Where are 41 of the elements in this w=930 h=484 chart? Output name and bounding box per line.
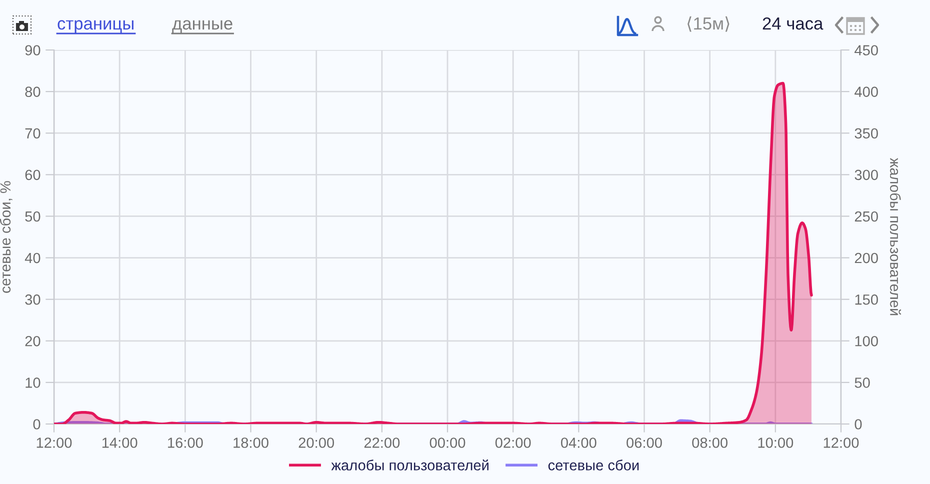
x-tick-label: 08:00 bbox=[692, 438, 728, 448]
text: ⟨15м⟩ bbox=[688, 16, 730, 32]
x-tick-label: 10:00 bbox=[758, 438, 794, 448]
y-tick-label: 10 bbox=[26, 378, 40, 388]
text: страницы bbox=[58, 20, 134, 34]
y2-tick-label: 400 bbox=[854, 86, 878, 97]
x-tick-label: 18:00 bbox=[234, 438, 268, 448]
x-tick-label: 14:00 bbox=[102, 438, 138, 448]
text: 24 часа bbox=[762, 17, 824, 30]
y2-tick-label: 150 bbox=[855, 294, 878, 305]
y-tick-label: 50 bbox=[25, 211, 40, 222]
x-tick-label: 12:00 bbox=[824, 438, 859, 448]
x-tick-label: 06:00 bbox=[626, 438, 662, 448]
y2-tick-label: 50 bbox=[854, 378, 870, 388]
x-tick-label: 20:00 bbox=[298, 438, 334, 448]
x-tick-label: 12:00 bbox=[36, 438, 72, 448]
y-tick-label: 20 bbox=[25, 336, 40, 346]
legend-label: сетевые сбои bbox=[548, 460, 639, 470]
y2-tick-label: 0 bbox=[854, 419, 862, 430]
legend-label: жалобы пользователей bbox=[331, 459, 488, 470]
y2-tick-label: 250 bbox=[854, 211, 878, 222]
y-tick-label: 0 bbox=[33, 419, 40, 430]
y-tick-label: 80 bbox=[25, 86, 40, 97]
y-tick-label: 40 bbox=[24, 252, 40, 264]
y2-tick-label: 200 bbox=[854, 252, 878, 264]
y2-tick-label: 300 bbox=[854, 170, 878, 180]
y-tick-label: 30 bbox=[25, 294, 40, 305]
y-tick-label: 70 bbox=[25, 128, 40, 139]
y2-axis-title: жалобы пользователей bbox=[890, 158, 901, 316]
x-tick-label: 16:00 bbox=[168, 438, 203, 448]
y-axis-title: сетевые сбои, % bbox=[0, 181, 12, 293]
y-tick-label: 60 bbox=[25, 170, 40, 180]
y2-tick-label: 350 bbox=[854, 128, 878, 139]
x-tick-label: 04:00 bbox=[560, 438, 596, 448]
y-tick-label: 90 bbox=[25, 45, 40, 56]
x-tick-label: 00:00 bbox=[430, 438, 466, 448]
y2-tick-label: 100 bbox=[855, 336, 878, 346]
x-tick-label: 02:00 bbox=[495, 438, 531, 448]
x-tick-label: 22:00 bbox=[364, 438, 400, 448]
y2-tick-label: 450 bbox=[854, 45, 878, 56]
text: данные bbox=[172, 20, 232, 33]
